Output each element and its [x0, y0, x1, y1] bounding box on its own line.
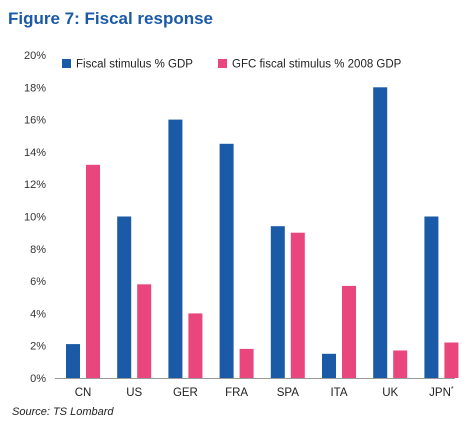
x-tick-label: ITA — [330, 387, 347, 399]
bar — [219, 143, 234, 378]
x-tick-label: FRA — [225, 387, 248, 399]
legend-swatch — [62, 59, 71, 68]
bar-series — [66, 87, 459, 379]
x-tick-label: CN — [75, 387, 92, 399]
bar — [270, 226, 285, 378]
y-tick-label: 10% — [24, 212, 46, 224]
y-tick-label: 20% — [24, 50, 46, 62]
bar — [444, 342, 459, 378]
x-tick-label: SPA — [277, 387, 299, 399]
y-tick-label: 4% — [30, 308, 46, 320]
bar — [137, 284, 152, 378]
y-tick-label: 14% — [24, 147, 46, 159]
y-tick-label: 8% — [30, 244, 46, 256]
footnote-mark: * — [451, 386, 454, 393]
figure-title: Figure 7: Fiscal response — [8, 9, 214, 28]
bar — [168, 119, 183, 378]
x-tick-label: GER — [173, 387, 198, 399]
y-tick-label: 0% — [30, 373, 46, 385]
x-tick-label: JPN* — [429, 386, 454, 399]
bar — [342, 285, 356, 378]
x-axis-labels: CN US GER FRA SPA ITA UK JPN* — [75, 386, 454, 399]
chart-legend: Fiscal stimulus % GDP GFC fiscal stimulus… — [62, 59, 402, 71]
bar — [424, 216, 439, 378]
y-tick-label: 12% — [24, 179, 46, 191]
bar — [290, 232, 305, 378]
bar — [117, 216, 132, 378]
bar — [86, 164, 100, 378]
x-tick-label: UK — [382, 387, 398, 399]
y-tick-label: 6% — [30, 276, 46, 288]
y-tick-label: 2% — [30, 341, 46, 353]
legend-swatch — [218, 59, 227, 68]
bar — [66, 344, 80, 378]
legend-label: GFC fiscal stimulus % 2008 GDP — [232, 59, 402, 71]
bar — [393, 350, 408, 378]
bar — [239, 348, 254, 378]
x-tick-label: US — [126, 387, 142, 399]
y-tick-label: 18% — [24, 82, 46, 94]
bar — [322, 353, 336, 378]
y-tick-label: 16% — [24, 115, 46, 127]
y-axis-ticks: 0% 2% 4% 6% 8% 10% 12% 14% 16% 18% 20% — [24, 50, 46, 385]
bar — [188, 313, 203, 378]
bar — [373, 87, 388, 379]
legend-label: Fiscal stimulus % GDP — [76, 59, 193, 71]
source-note: Source: TS Lombard — [12, 406, 114, 418]
